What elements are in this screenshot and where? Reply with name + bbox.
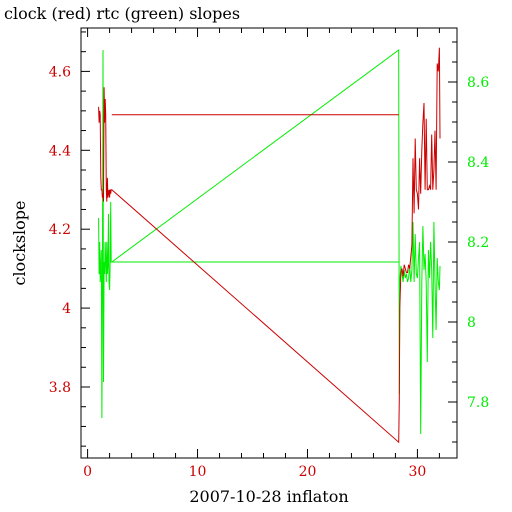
y2-tick-label: 8 bbox=[467, 315, 476, 331]
x-axis-label: 2007-10-28 inflaton bbox=[189, 487, 348, 506]
x-tick-label: 20 bbox=[299, 464, 317, 480]
x-tick-label: 10 bbox=[189, 464, 207, 480]
chart-title: clock (red) rtc (green) slopes bbox=[4, 4, 240, 23]
series-lines bbox=[98, 47, 441, 444]
y2-tick-label: 8.6 bbox=[467, 75, 489, 91]
axis-ticks: 0 10 20 30 3.8 4 4.2 4.4 4.6 7.8 8 8.2 8.4 8.6 bbox=[49, 28, 489, 480]
y-tick-label: 4 bbox=[62, 301, 71, 317]
plot-area-border bbox=[80, 27, 458, 459]
y2-tick-label: 8.2 bbox=[467, 235, 489, 251]
y-tick-label: 3.8 bbox=[49, 380, 71, 396]
rtc-series-line bbox=[98, 49, 441, 435]
y-tick-label: 4.6 bbox=[49, 64, 71, 80]
plot-frame bbox=[80, 27, 458, 459]
y-tick-label: 4.4 bbox=[49, 143, 71, 159]
y-axis-label: clockslope bbox=[10, 200, 29, 285]
y-tick-label: 4.2 bbox=[49, 222, 71, 238]
clock-series-line bbox=[98, 47, 441, 444]
x-tick-label: 30 bbox=[409, 464, 427, 480]
y2-tick-label: 8.4 bbox=[467, 155, 489, 171]
x-tick-label: 0 bbox=[83, 464, 92, 480]
y2-tick-label: 7.8 bbox=[467, 395, 489, 411]
